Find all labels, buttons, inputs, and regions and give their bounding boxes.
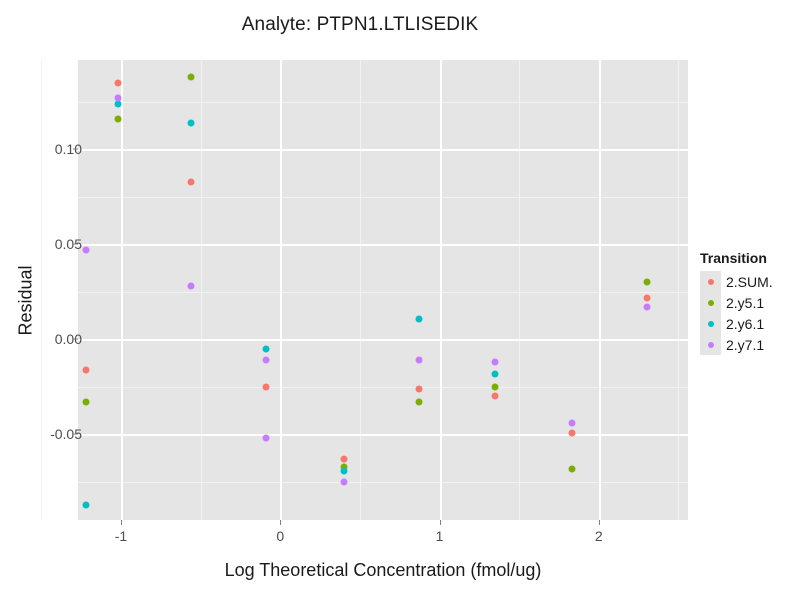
data-point [262, 356, 270, 364]
data-point [187, 282, 195, 290]
data-point [340, 478, 348, 486]
data-point [643, 303, 651, 311]
x-tick-label: 2 [594, 528, 603, 544]
page-title: Analyte: PTPN1.LTLISEDIK [241, 14, 479, 35]
data-point [491, 383, 499, 391]
legend-item-label: 2.y6.1 [726, 315, 765, 332]
data-point [114, 79, 122, 87]
legend-item[interactable]: 2.SUM. [700, 271, 800, 292]
legend-item[interactable]: 2.y7.1 [700, 334, 800, 355]
y-tick-mark [73, 148, 78, 150]
data-point [491, 392, 499, 400]
legend-key-swatch [700, 292, 721, 313]
data-point [82, 501, 90, 509]
legend-item-label: 2.SUM. [726, 273, 773, 290]
data-point [568, 429, 576, 437]
data-point [340, 455, 348, 463]
gridline-minor-vertical [41, 60, 43, 520]
x-tick-mark [439, 520, 441, 525]
data-point [568, 419, 576, 427]
x-tick-label: 0 [276, 528, 285, 544]
legend-dot-icon [707, 278, 714, 285]
x-tick-label: -1 [114, 528, 128, 544]
legend-item[interactable]: 2.y6.1 [700, 313, 800, 334]
y-tick-mark [73, 338, 78, 340]
data-point [187, 119, 195, 127]
y-tick-label: -0.05 [50, 426, 82, 443]
gridline-major-horizontal [78, 149, 688, 152]
data-point [568, 465, 576, 473]
gridline-major-horizontal [78, 434, 688, 437]
data-point [491, 370, 499, 378]
gridline-major-vertical [598, 60, 601, 520]
legend-dot-icon [707, 320, 714, 327]
gridline-minor-vertical [200, 60, 202, 520]
data-point [262, 345, 270, 353]
data-point [643, 294, 651, 302]
data-point [82, 366, 90, 374]
gridline-minor-vertical [519, 60, 521, 520]
data-point [415, 356, 423, 364]
y-axis-label: Residual [15, 265, 36, 336]
data-point [114, 100, 122, 108]
data-point [491, 358, 499, 366]
data-point [340, 463, 348, 471]
legend-item-label: 2.y5.1 [726, 294, 765, 311]
gridline-major-horizontal [78, 339, 688, 342]
x-axis-label: Log Theoretical Concentration (fmol/ug) [224, 560, 542, 580]
data-point [415, 385, 423, 393]
legend-item-label: 2.y7.1 [726, 336, 765, 353]
legend-key-swatch [700, 334, 721, 355]
gridline-minor-vertical [678, 60, 680, 520]
x-tick-mark [598, 520, 600, 525]
legend-item[interactable]: 2.y5.1 [700, 292, 800, 313]
data-point [114, 115, 122, 123]
legend-key-swatch [700, 271, 721, 292]
plot-panel [41, 60, 688, 520]
legend-title: Transition [700, 250, 767, 266]
legend: Transition 2.SUM. 2.y5.1 2.y6.1 2.y7.1 [700, 250, 800, 355]
legend-dot-icon [707, 299, 714, 306]
gridline-minor-horizontal [78, 196, 688, 198]
y-tick-label: 0.05 [54, 236, 82, 253]
gridline-minor-horizontal [78, 386, 688, 388]
gridline-minor-horizontal [78, 291, 688, 293]
y-tick-mark [73, 433, 78, 435]
gridline-major-horizontal [78, 244, 688, 247]
data-point [415, 398, 423, 406]
legend-key-swatch [700, 313, 721, 334]
gridline-minor-horizontal [78, 101, 688, 103]
data-point [340, 467, 348, 475]
gridline-major-vertical [439, 60, 442, 520]
data-point [82, 246, 90, 254]
data-point [415, 315, 423, 322]
legend-dot-icon [707, 341, 714, 348]
x-tick-label: 1 [435, 528, 444, 544]
data-point [82, 398, 90, 406]
x-tick-mark [121, 520, 122, 525]
data-point [643, 278, 651, 286]
legend-items: 2.SUM. 2.y5.1 2.y6.1 2.y7.1 [700, 271, 800, 355]
gridline-minor-horizontal [78, 481, 688, 483]
y-tick-label: 0.00 [54, 331, 82, 348]
data-point [262, 434, 270, 442]
gridline-minor-vertical [359, 60, 361, 520]
y-tick-mark [73, 243, 78, 245]
data-point [187, 73, 195, 81]
data-point [262, 383, 270, 391]
x-tick-mark [280, 520, 282, 525]
data-point [187, 178, 195, 186]
data-point [114, 94, 122, 102]
y-tick-label: 0.10 [54, 141, 82, 158]
gridline-major-vertical [280, 60, 283, 520]
gridline-major-vertical [121, 60, 123, 520]
